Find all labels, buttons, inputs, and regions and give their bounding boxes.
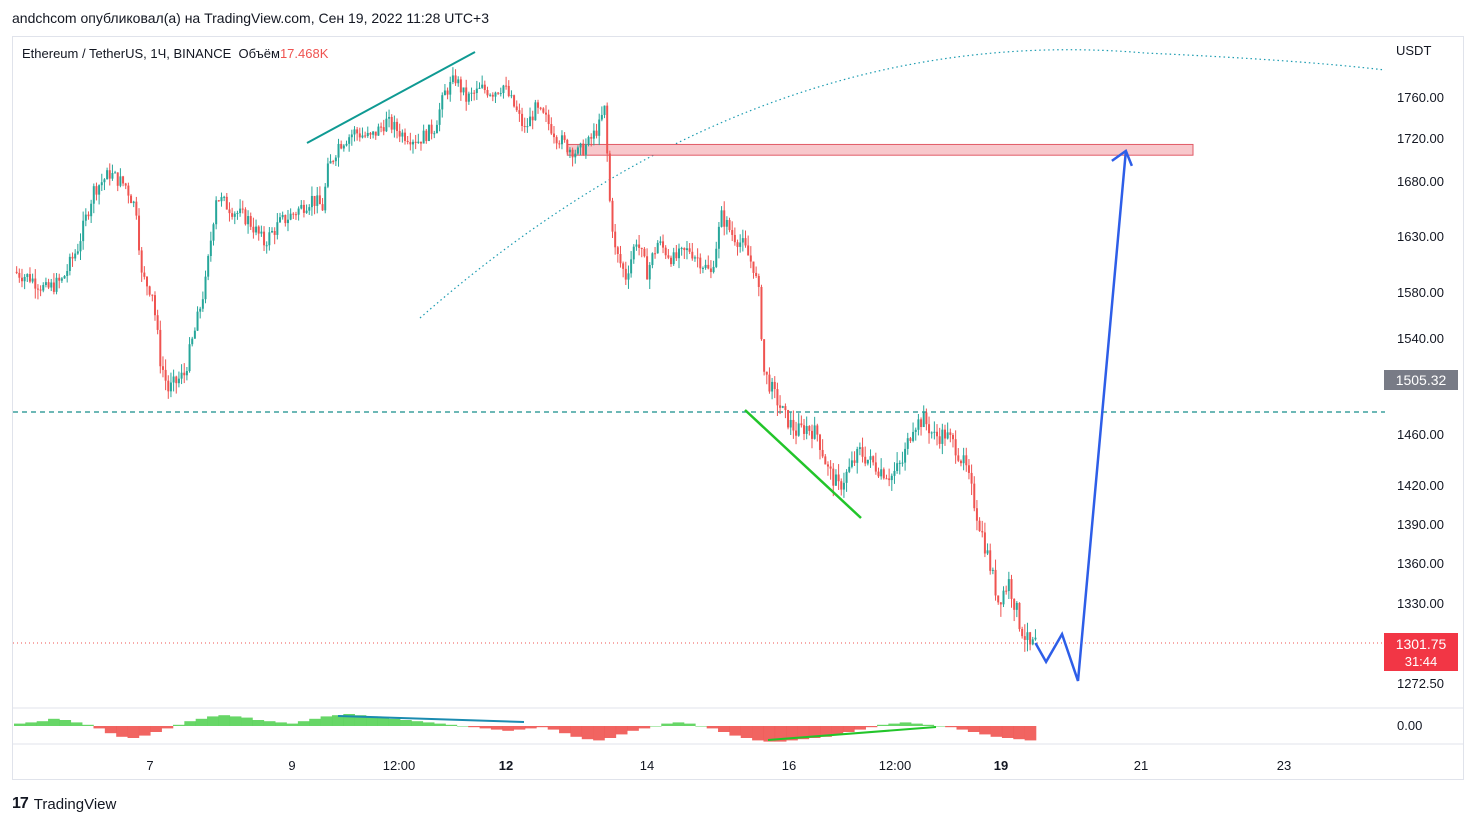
tradingview-logo-icon: 17 [12,795,29,812]
publish-info: andchcom опубликовал(а) на TradingView.c… [12,10,490,26]
brand-name: TradingView [33,795,117,813]
chart-legend: Ethereum / TetherUS, 1Ч, BINANCE Объём17… [22,46,328,61]
symbol-title[interactable]: Ethereum / TetherUS, 1Ч, BINANCE [22,46,232,61]
footer-brand: 17 TradingView [12,795,116,813]
volume-label: Объём [238,46,280,61]
volume-value: 17.468K [279,46,329,61]
chart-frame[interactable] [12,36,1464,780]
